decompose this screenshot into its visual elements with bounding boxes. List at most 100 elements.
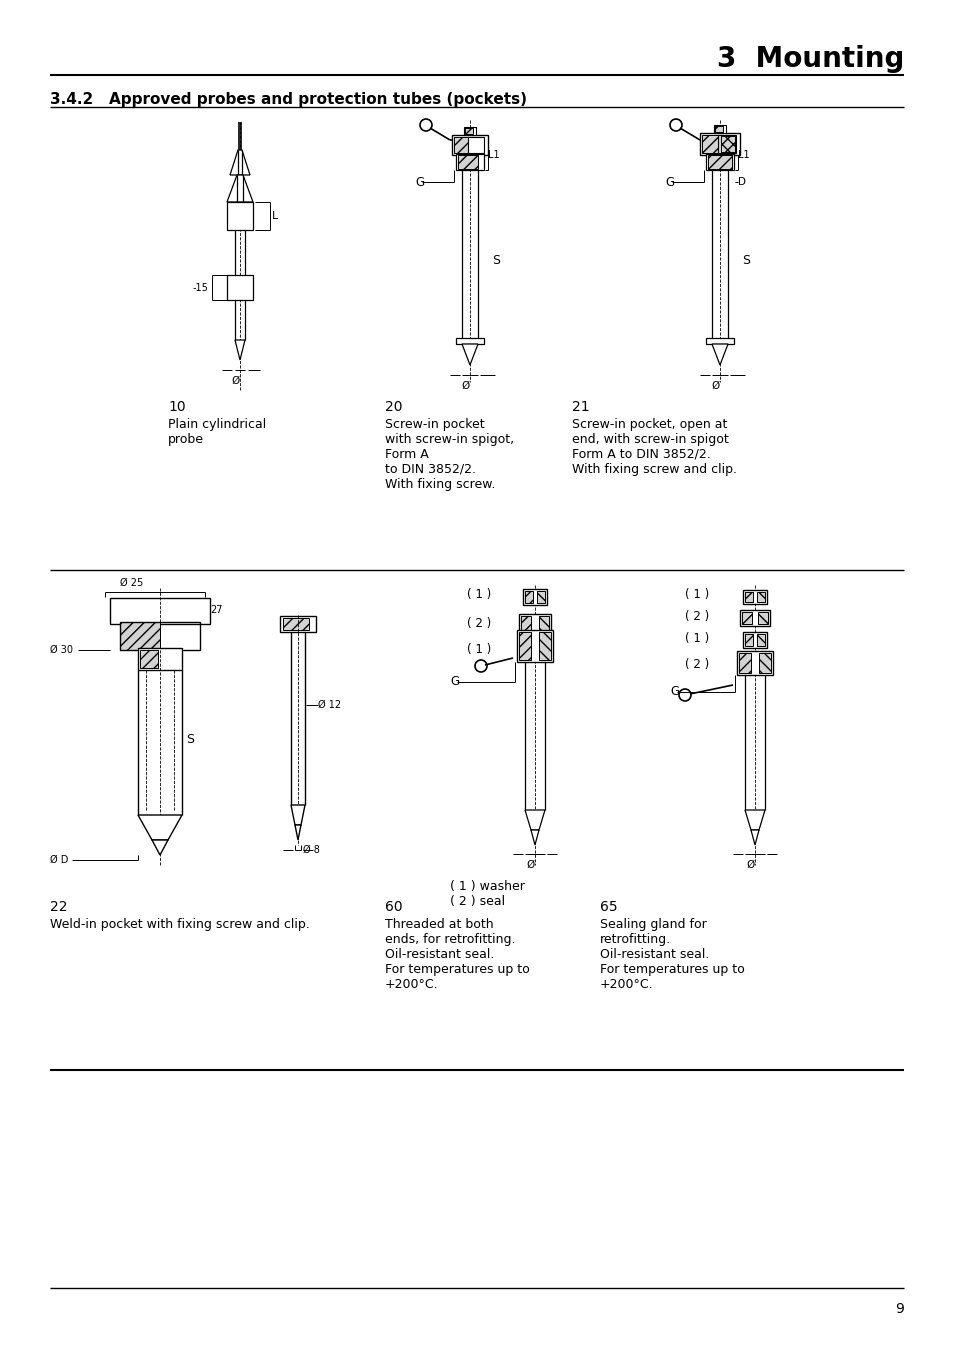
Bar [742, 590, 766, 603]
Bar [718, 135, 735, 153]
Bar [744, 593, 752, 602]
Text: Sealing gland for
retrofitting.
Oil-resistant seal.
For temperatures up to
+200°: Sealing gland for retrofitting. Oil-resi… [599, 918, 744, 991]
Bar [227, 202, 253, 230]
Text: 3  Mounting: 3 Mounting [716, 45, 903, 73]
Text: 60: 60 [385, 900, 402, 914]
Text: Ø 30: Ø 30 [50, 645, 73, 655]
Bar [742, 632, 766, 648]
Text: 22: 22 [50, 900, 68, 914]
Text: G: G [450, 675, 458, 688]
Polygon shape [711, 344, 727, 364]
Bar [454, 136, 468, 153]
Text: D: D [738, 177, 745, 188]
Bar [714, 126, 722, 132]
Text: Ø: Ø [711, 381, 720, 392]
Bar [705, 154, 733, 170]
Polygon shape [291, 805, 305, 825]
Text: 20: 20 [385, 400, 402, 414]
Text: ( 1 ): ( 1 ) [684, 633, 708, 645]
Text: Screw-in pocket
with screw-in spigot,
Form A
to DIN 3852/2.
With fixing screw.: Screw-in pocket with screw-in spigot, Fo… [385, 418, 514, 491]
Bar [700, 134, 740, 155]
Bar [741, 612, 751, 624]
Text: Ø 8: Ø 8 [303, 845, 319, 855]
Bar [138, 648, 182, 670]
Bar [140, 649, 158, 668]
Bar [737, 651, 772, 675]
Bar [739, 653, 750, 674]
Polygon shape [152, 840, 168, 855]
Text: Weld-in pocket with fixing screw and clip.: Weld-in pocket with fixing screw and cli… [50, 918, 310, 932]
Text: 3.4.2   Approved probes and protection tubes (pockets): 3.4.2 Approved probes and protection tub… [50, 92, 526, 107]
Text: ( 1 ) washer
( 2 ) seal: ( 1 ) washer ( 2 ) seal [450, 880, 524, 909]
Text: Ø: Ø [526, 860, 535, 869]
Text: ( 2 ): ( 2 ) [467, 617, 491, 630]
Text: L1: L1 [488, 150, 499, 161]
Text: Plain cylindrical
probe: Plain cylindrical probe [168, 418, 266, 446]
Polygon shape [531, 830, 538, 845]
Text: S: S [186, 733, 193, 747]
Bar [759, 653, 770, 674]
Text: S: S [741, 254, 749, 266]
Text: Ø: Ø [461, 381, 470, 392]
Bar [524, 591, 533, 603]
Bar [452, 135, 488, 155]
Bar [283, 618, 309, 630]
Text: Ø 12: Ø 12 [317, 701, 341, 710]
Text: 65: 65 [599, 900, 617, 914]
Text: ( 1 ): ( 1 ) [467, 644, 491, 656]
Text: ( 2 ): ( 2 ) [684, 610, 708, 624]
Text: G: G [669, 686, 679, 698]
Text: ( 1 ): ( 1 ) [467, 589, 491, 602]
Polygon shape [524, 810, 544, 830]
Bar [120, 622, 160, 649]
Bar [456, 338, 483, 344]
Text: G: G [415, 176, 424, 189]
Bar [110, 598, 210, 624]
Text: G: G [664, 176, 674, 189]
Text: 27: 27 [210, 605, 222, 616]
Text: ( 2 ): ( 2 ) [684, 659, 708, 671]
Bar [720, 136, 734, 153]
Text: Ø 25: Ø 25 [120, 578, 143, 589]
Polygon shape [744, 810, 764, 830]
Bar [457, 155, 477, 169]
Text: 9: 9 [894, 1301, 903, 1316]
Text: Ø: Ø [746, 860, 755, 869]
Bar [538, 632, 551, 660]
Text: 10: 10 [168, 400, 186, 414]
Polygon shape [227, 176, 253, 202]
Bar [518, 614, 551, 632]
Bar [468, 136, 483, 153]
Bar [518, 632, 531, 660]
Text: 21: 21 [572, 400, 589, 414]
Bar [744, 634, 752, 647]
Bar [120, 622, 200, 649]
Text: Ø: Ø [232, 377, 240, 386]
Bar [456, 154, 483, 170]
Polygon shape [294, 825, 301, 840]
Polygon shape [138, 815, 182, 840]
Bar [705, 338, 733, 344]
Bar [463, 127, 476, 135]
Bar [758, 612, 767, 624]
Bar [227, 275, 253, 300]
Bar [701, 135, 718, 153]
Bar [520, 616, 531, 630]
Bar [522, 589, 546, 605]
Text: L: L [272, 211, 278, 221]
Text: S: S [492, 254, 499, 266]
Text: -15: -15 [193, 284, 209, 293]
Bar [537, 591, 544, 603]
Bar [713, 126, 725, 134]
Bar [757, 634, 764, 647]
Text: ( 1 ): ( 1 ) [684, 589, 708, 602]
Polygon shape [234, 340, 245, 360]
Polygon shape [750, 830, 759, 845]
Text: Screw-in pocket, open at
end, with screw-in spigot
Form A to DIN 3852/2.
With fi: Screw-in pocket, open at end, with screw… [572, 418, 737, 477]
Bar [464, 128, 473, 134]
Bar [538, 616, 548, 630]
Text: L1: L1 [738, 150, 749, 161]
Bar [517, 630, 553, 662]
Text: Ø D: Ø D [50, 855, 69, 865]
Bar [280, 616, 315, 632]
